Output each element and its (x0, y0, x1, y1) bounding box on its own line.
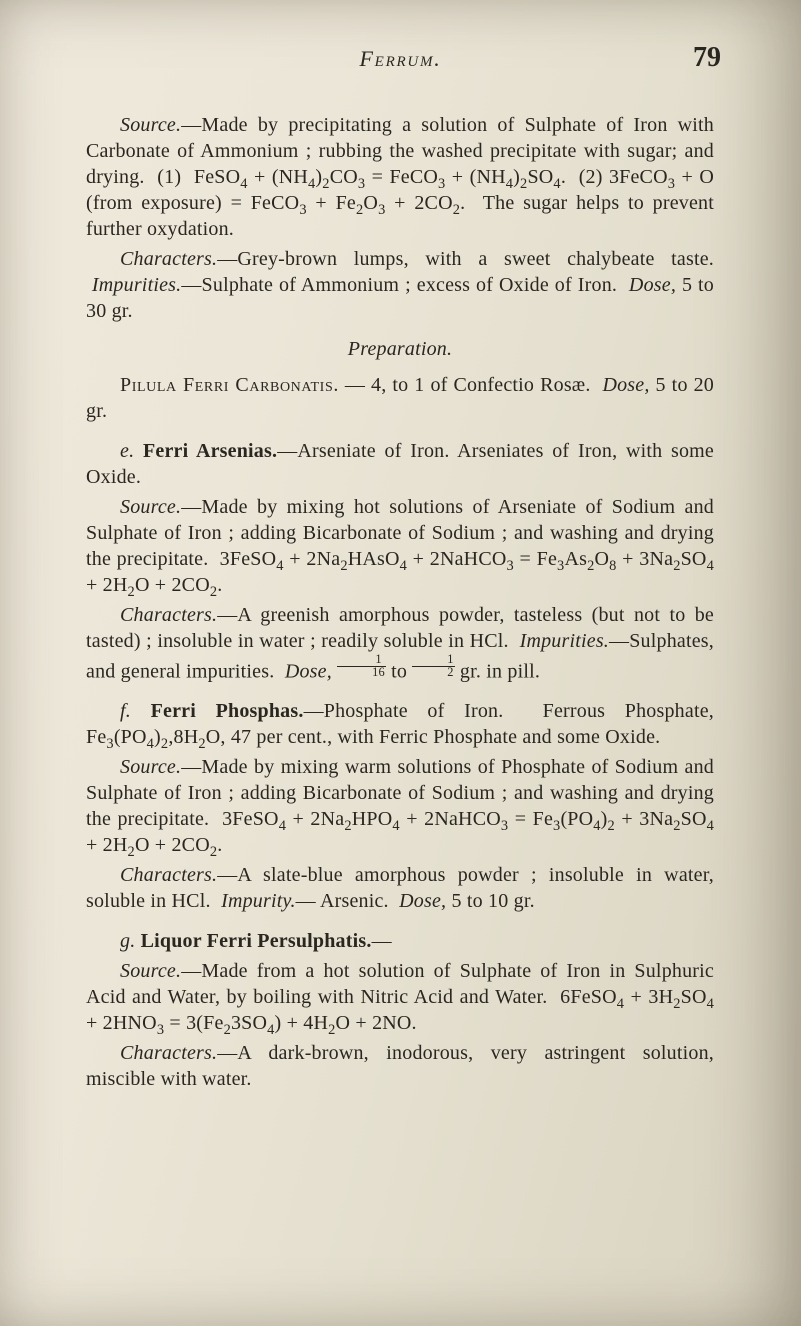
para-f-heading: f. Ferri Phosphas.—Phosphate of Iron. Fe… (86, 698, 714, 750)
running-head-text: Ferrum. (359, 46, 441, 71)
para-f-characters: Characters.—A slate-blue amorphous powde… (86, 862, 714, 914)
para-f-source: Source.—Made by mixing warm solutions of… (86, 754, 714, 858)
preparation-heading: Preparation. (86, 336, 714, 362)
body-text: Source.—Made by precipitating a solution… (86, 112, 714, 1096)
para-pilula: Pilula Ferri Carbonatis. — 4, to 1 of Co… (86, 372, 714, 424)
book-page: Ferrum. 79 Source.—Made by precipitating… (0, 0, 801, 1326)
para-e-heading: e. Ferri Arsenias.—Arseniate of Iron. Ar… (86, 438, 714, 490)
para-g-characters: Characters.—A dark-brown, inodorous, ver… (86, 1040, 714, 1092)
running-head: Ferrum. (0, 46, 801, 72)
para-characters-1: Characters.—Grey-brown lumps, with a swe… (86, 246, 714, 324)
para-source-1: Source.—Made by precipitating a solution… (86, 112, 714, 242)
para-e-characters: Characters.—A greenish amorphous powder,… (86, 602, 714, 684)
page-number: 79 (693, 42, 721, 74)
para-g-heading: g. Liquor Ferri Persulphatis.— (86, 928, 714, 954)
para-g-source: Source.—Made from a hot solution of Sulp… (86, 958, 714, 1036)
para-e-source: Source.—Made by mixing hot solutions of … (86, 494, 714, 598)
